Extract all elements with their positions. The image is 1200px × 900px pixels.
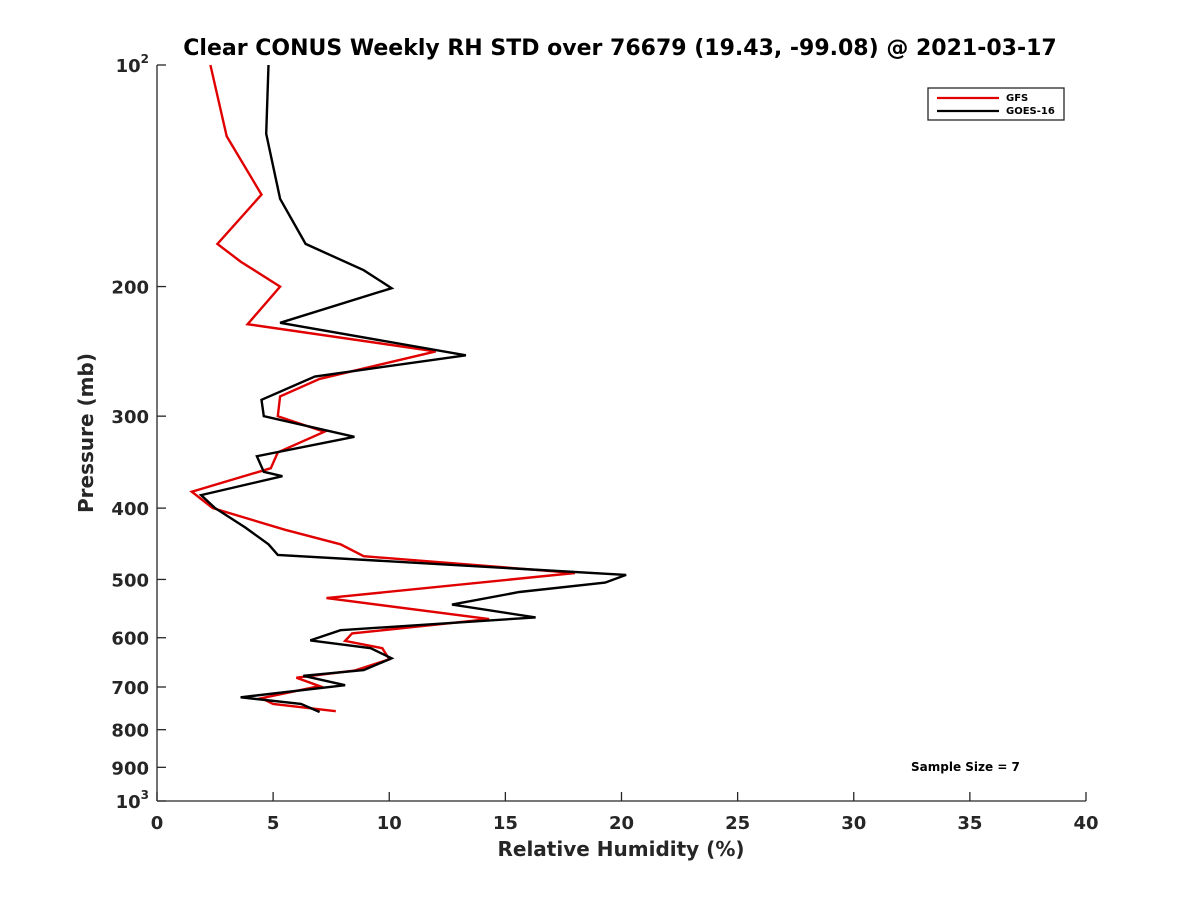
y-tick-label: 103 [116, 788, 149, 813]
x-tick-label: 30 [841, 813, 866, 834]
y-tick-label: 600 [111, 629, 149, 650]
series-line-goes16 [198, 64, 627, 714]
x-tick-label: 25 [725, 813, 750, 834]
chart-title: Clear CONUS Weekly RH STD over 76679 (19… [183, 36, 1056, 61]
x-tick-label: 0 [151, 813, 164, 834]
legend-box [927, 87, 1065, 121]
y-axis-ticks: 102 200 300 400 500 600 700 800 900 103 [111, 52, 166, 813]
x-tick-label: 15 [493, 813, 518, 834]
x-axis-label: Relative Humidity (%) [497, 837, 744, 861]
y-tick-label: 300 [111, 407, 149, 428]
y-tick-label: 700 [111, 678, 149, 699]
y-tick-label: 900 [111, 758, 149, 779]
y-tick-label: 500 [111, 570, 149, 591]
y-axis-label: Pressure (mb) [74, 353, 98, 513]
y-tick-label: 200 [111, 278, 149, 299]
x-tick-label: 5 [267, 813, 280, 834]
x-tick-label: 40 [1073, 813, 1098, 834]
x-axis-ticks: 0 5 10 15 20 25 30 35 40 [151, 792, 1099, 834]
x-tick-label: 10 [377, 813, 402, 834]
y-tick-label: 102 [116, 52, 149, 77]
y-tick-label: 400 [111, 499, 149, 520]
legend: GFS GOES-16 [927, 87, 1065, 121]
y-tick-label: 800 [111, 721, 149, 742]
legend-label-gfs: GFS [1006, 93, 1028, 104]
sample-size-annotation: Sample Size = 7 [911, 760, 1020, 774]
legend-label-goes16: GOES-16 [1006, 106, 1055, 117]
x-tick-label: 20 [609, 813, 634, 834]
series-lines [189, 64, 627, 714]
x-tick-label: 35 [957, 813, 982, 834]
series-line-gfs [189, 64, 576, 713]
